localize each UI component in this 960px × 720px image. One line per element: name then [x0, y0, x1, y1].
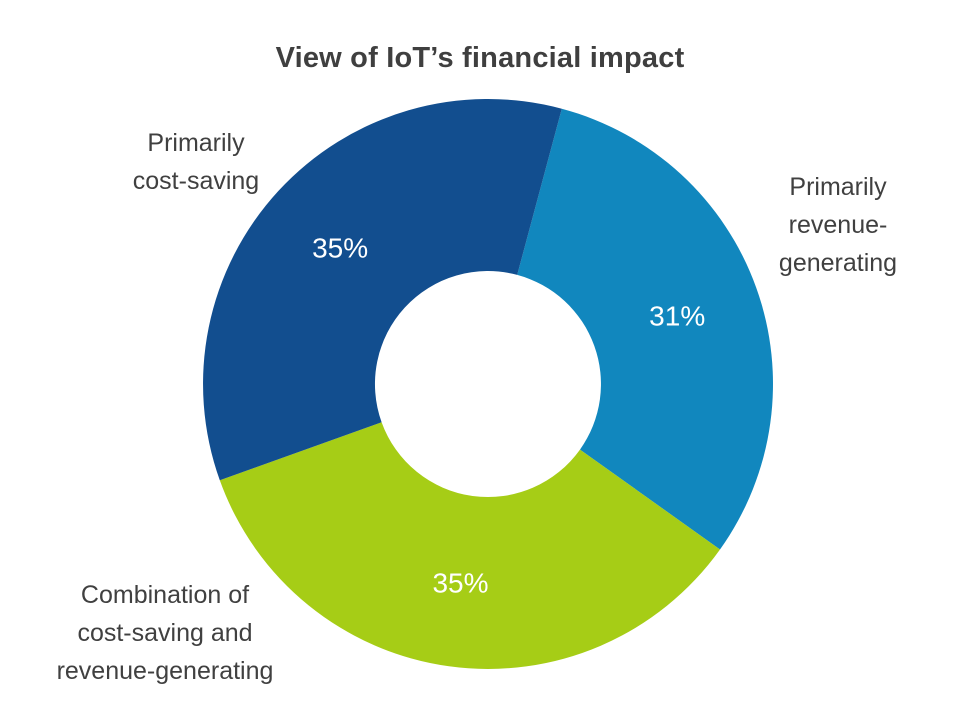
- chart-title: View of IoT’s financial impact: [275, 42, 685, 74]
- donut-slice-primarily-revenue-generating: [517, 108, 773, 550]
- slice-label-primarily-revenue-generating: Primarily revenue- generating: [723, 168, 953, 282]
- percent-label-primarily-revenue-generating: 31%: [649, 301, 705, 332]
- percent-label-primarily-cost-saving: 35%: [312, 232, 368, 263]
- label-line: cost-saving and: [77, 619, 253, 647]
- slice-label-primarily-cost-saving: Primarily cost-saving: [81, 124, 311, 200]
- label-line: cost-saving: [132, 167, 260, 195]
- label-line: revenue-generating: [56, 657, 274, 685]
- label-line: Primarily: [789, 173, 887, 201]
- label-line: Primarily: [147, 129, 245, 157]
- label-line: Combination of: [80, 581, 250, 609]
- donut-slice-primarily-cost-saving: [203, 98, 562, 481]
- label-line: generating: [778, 249, 898, 277]
- percent-label-combination-cost-saving-revenue-generating: 35%: [432, 568, 488, 599]
- slice-label-combination: Combination of cost-saving and revenue-g…: [20, 576, 310, 690]
- donut-slice-combination-cost-saving-revenue-generating: [219, 422, 721, 669]
- label-line: revenue-: [788, 211, 888, 239]
